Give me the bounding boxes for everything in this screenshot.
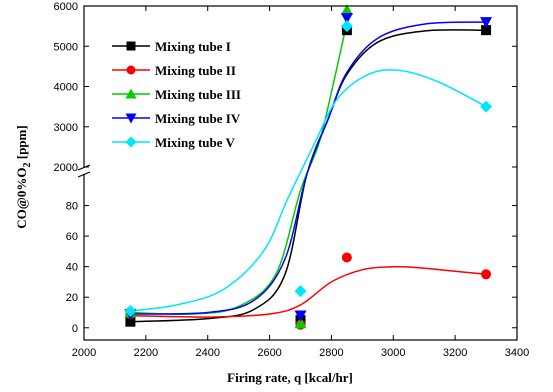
legend-marker-mixing-tube-iv [125,113,137,124]
y-tick-label: 20 [66,292,78,304]
x-tick-label: 2000 [72,347,96,359]
legend-label-mixing-tube-ii: Mixing tube II [155,63,236,78]
y-axis-label-subscript: 2 [22,162,33,167]
y-tick-label: 2000 [54,162,78,174]
y-tick-label: 4000 [54,82,78,94]
legend: Mixing tube I Mixing tube II Mixing tube I… [112,39,241,150]
y-tick-label: 3000 [54,122,78,134]
legend-label-mixing-tube-iii: Mixing tube III [155,87,241,102]
data-point-mixing-tube-v [124,304,137,317]
data-point-mixing-tube-ii [481,269,492,280]
x-tick-label: 2800 [319,347,343,359]
legend-label-mixing-tube-v: Mixing tube V [155,135,236,150]
axis-break-gap [78,168,90,174]
data-point-mixing-tube-ii [341,252,352,263]
x-axis-label: Firing rate, q [kcal/hr] [227,370,353,385]
legend-marker-mixing-tube-ii [126,65,136,75]
y-tick-label: 5000 [54,41,78,53]
data-point-mixing-tube-iv [480,17,493,29]
legend-marker-mixing-tube-iii [125,88,137,99]
x-tick-label: 2600 [257,347,281,359]
legend-label-mixing-tube-i: Mixing tube I [155,39,231,54]
data-point-mixing-tube-iii [294,317,307,329]
y-tick-label: 80 [66,201,78,213]
data-point-mixing-tube-v [294,285,307,298]
y-tick-label: 0 [72,323,78,335]
legend-marker-mixing-tube-v [125,136,137,148]
x-tick-label: 2400 [195,347,219,359]
y-tick-label: 40 [66,262,78,274]
y-axis-label: CO@0%O2 [ppm] [14,125,33,228]
legend-label-mixing-tube-iv: Mixing tube IV [155,111,241,126]
x-tick-label: 3200 [443,347,467,359]
data-point-mixing-tube-iv [340,13,353,25]
x-tick-label: 3400 [505,347,529,359]
data-point-mixing-tube-v [340,20,353,33]
series-line-mixing-tube-iv [130,21,487,315]
data-point-mixing-tube-i [481,25,492,36]
data-point-mixing-tube-iv [294,310,307,322]
y-axis-label-main: CO@0%O [14,167,29,228]
legend-marker-mixing-tube-i [126,41,136,51]
x-tick-label: 2200 [134,347,158,359]
y-axis-label-unit: [ppm] [14,125,29,162]
x-tick-label: 3000 [381,347,405,359]
data-point-mixing-tube-i [125,316,136,327]
y-tick-label: 6000 [54,1,78,13]
data-point-mixing-tube-v [480,100,493,113]
series-line-mixing-tube-v [130,69,487,312]
data-point-mixing-tube-iii [340,4,353,16]
y-tick-label: 60 [66,231,78,243]
series-line-mixing-tube-ii [130,265,487,318]
axis-break-mark-lower [77,171,91,178]
